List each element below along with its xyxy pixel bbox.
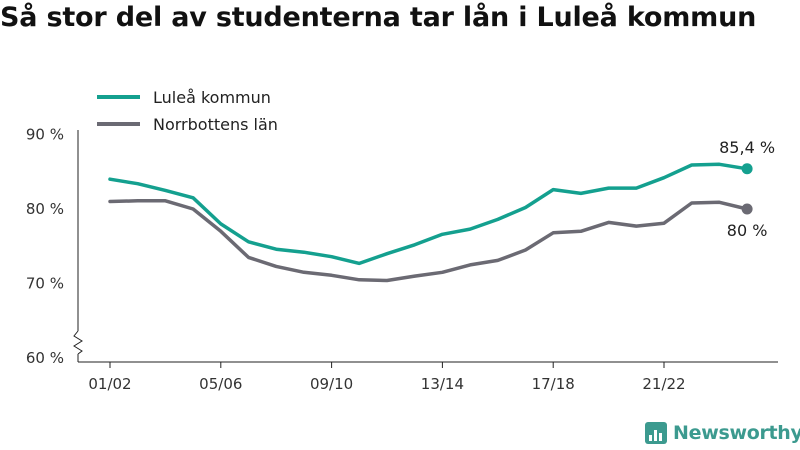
y-tick-label: 80 %: [26, 200, 64, 218]
axes: 60 % 70 % 80 % 90 % 01/02 05/06 09/10 13/14 17/1…: [26, 126, 778, 393]
bar-chart-icon: [645, 422, 667, 444]
x-tick-label: 17/18: [532, 375, 575, 393]
end-value-label: 85,4 %: [719, 138, 775, 157]
x-tick-label: 01/02: [88, 375, 131, 393]
y-tick-label: 60 %: [26, 349, 64, 367]
legend: Luleå kommun Norrbottens län: [97, 88, 278, 134]
x-tick-label: 13/14: [421, 375, 464, 393]
legend-label: Norrbottens län: [153, 115, 278, 134]
legend-label: Luleå kommun: [153, 88, 271, 107]
end-markers: 85,4 % 80 %: [719, 138, 775, 240]
y-tick-label: 90 %: [26, 126, 64, 144]
end-value-label: 80 %: [727, 221, 768, 240]
brand-name: Newsworthy: [673, 422, 800, 444]
end-point-marker-0: [741, 163, 753, 175]
x-tick-label: 09/10: [310, 375, 353, 393]
x-tick-label: 05/06: [199, 375, 242, 393]
series-line-0: [108, 162, 749, 266]
series-lines: [108, 162, 749, 283]
series-line-1: [108, 199, 749, 283]
x-tick-label: 21/22: [642, 375, 685, 393]
chart-title: Så stor del av studenterna tar lån i Lul…: [0, 2, 757, 33]
end-point-marker-1: [741, 203, 753, 215]
axis-break-icon: [73, 330, 83, 355]
newsworthy-logo: Newsworthy: [645, 420, 800, 446]
y-tick-label: 70 %: [26, 275, 64, 293]
